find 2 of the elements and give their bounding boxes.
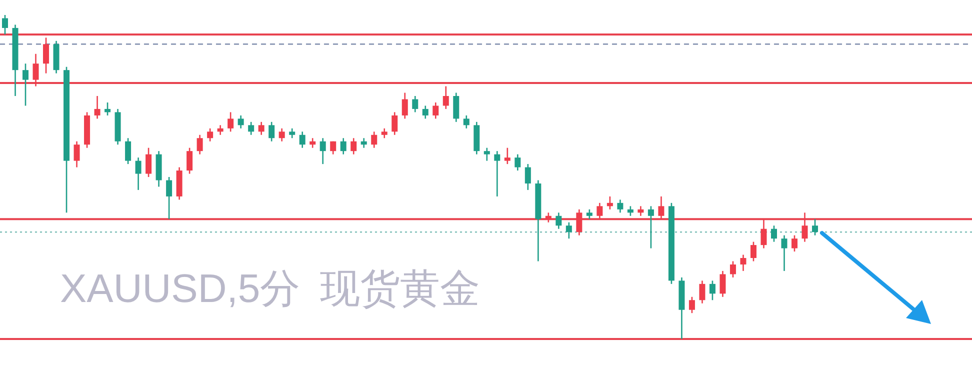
- title: XAUUSD,5分: [60, 267, 300, 311]
- subtitle: 现货黄金: [320, 267, 480, 311]
